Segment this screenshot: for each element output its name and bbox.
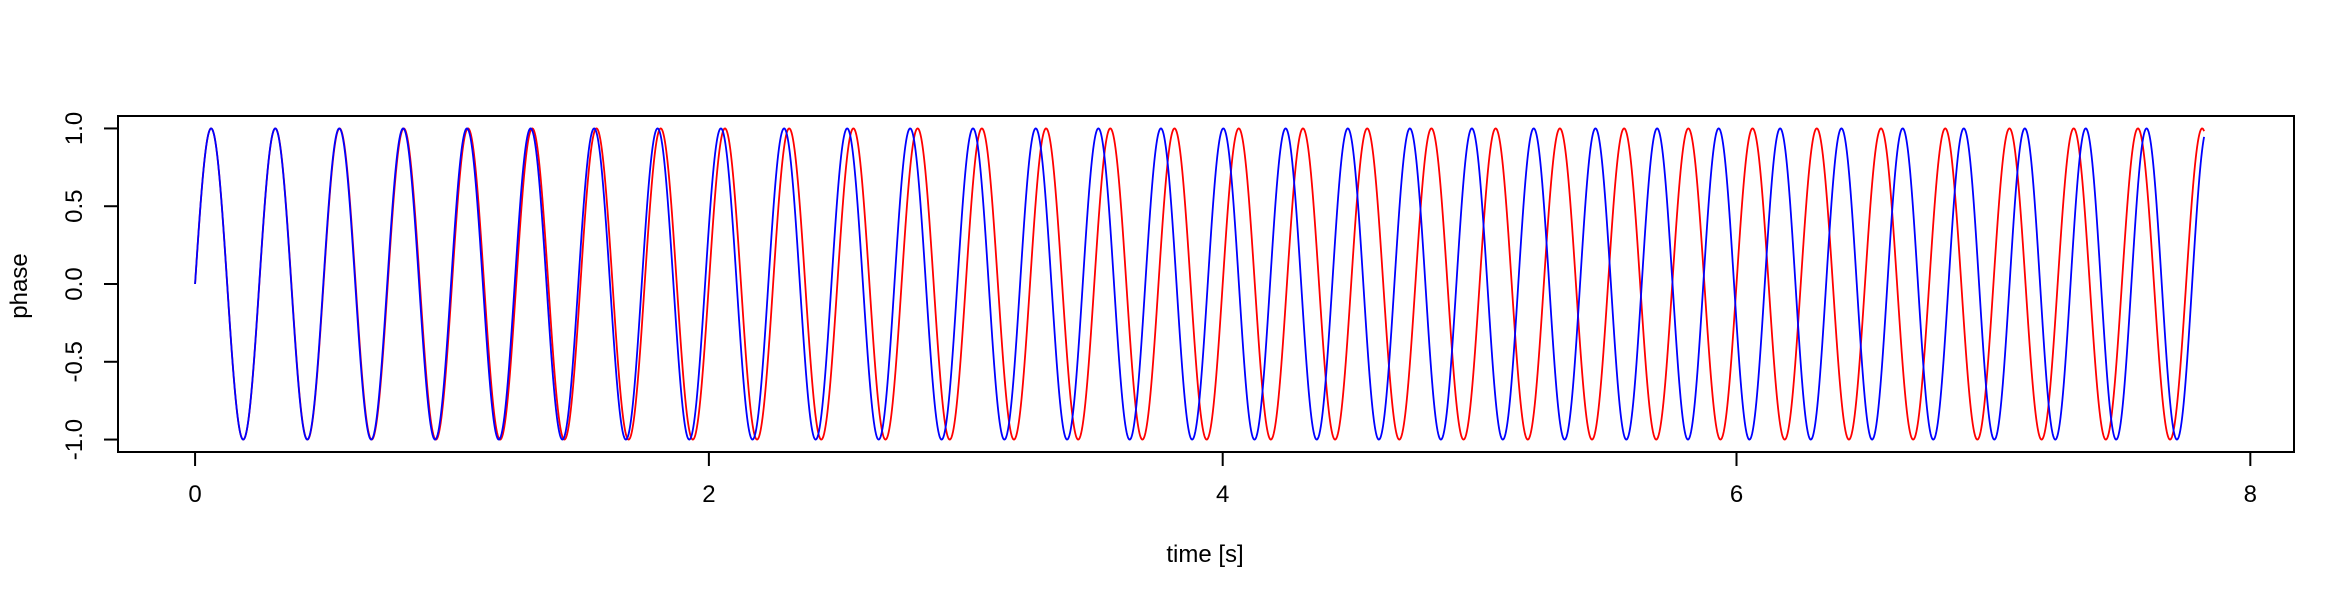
- series-layer: [194, 127, 2205, 441]
- y-tick-label: -0.5: [61, 341, 88, 382]
- x-tick-label: 4: [1216, 481, 1229, 508]
- y-tick-label: 0.5: [61, 190, 88, 223]
- series-line-2: [194, 127, 2205, 441]
- plot-frame: [117, 115, 2295, 453]
- y-tick-label: 1.0: [61, 112, 88, 145]
- x-tick-label: 2: [702, 481, 715, 508]
- x-tick-label: 8: [2244, 481, 2257, 508]
- x-axis-label: time [s]: [1166, 541, 1243, 568]
- y-tick-label: 0.0: [61, 267, 88, 300]
- x-tick-label: 6: [1730, 481, 1743, 508]
- y-tick-label: -1.0: [61, 419, 88, 460]
- x-tick-label: 0: [188, 481, 201, 508]
- axes-layer: 0 2 4 6 8 -1.0 -0.5 0.0 0.5 1.0: [61, 112, 2257, 508]
- y-axis-label: phase: [6, 253, 33, 318]
